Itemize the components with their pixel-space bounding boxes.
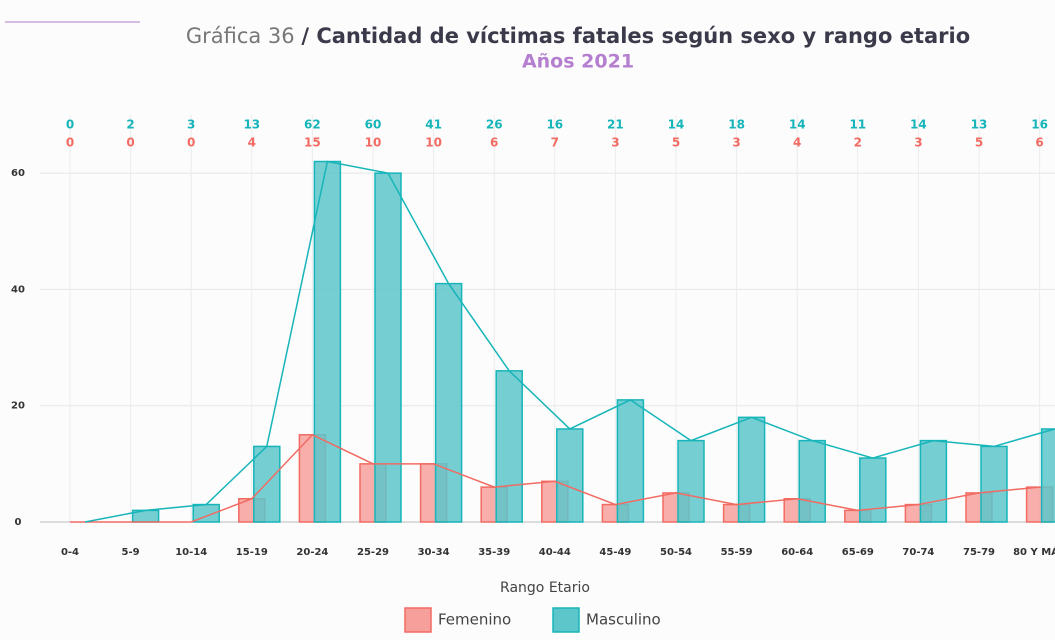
bar	[556, 428, 584, 523]
bar	[677, 439, 705, 523]
data-label: 60	[365, 118, 382, 132]
x-tick-label: 30-34	[418, 547, 450, 558]
data-label: 26	[486, 118, 503, 132]
bar	[1040, 428, 1055, 523]
x-tick-label: 65-69	[842, 547, 874, 558]
legend-swatch	[552, 607, 580, 633]
x-tick-label: 10-14	[175, 547, 207, 558]
bar	[859, 457, 887, 523]
data-label: 41	[425, 118, 442, 132]
data-label: 11	[849, 118, 866, 132]
chart-title: Gráfica 36 / Cantidad de víctimas fatale…	[186, 24, 970, 48]
data-label: 14	[668, 118, 685, 132]
data-label: 15	[304, 136, 321, 150]
x-tick-label: 70-74	[902, 547, 934, 558]
x-tick-label: 80 Y MÁS	[1013, 545, 1055, 558]
y-tick-label: 0	[15, 517, 22, 528]
chart-subtitle: Años 2021	[522, 51, 634, 73]
bar	[737, 416, 766, 523]
data-label: 6	[490, 136, 498, 150]
data-label: 3	[187, 118, 195, 132]
bar	[374, 172, 402, 523]
x-tick-label: 55-59	[721, 547, 753, 558]
series-line	[70, 433, 1040, 523]
x-tick-label: 20-24	[296, 547, 328, 558]
data-label: 21	[607, 118, 624, 132]
x-tick-label: 35-39	[478, 547, 510, 558]
x-tick-label: 15-19	[236, 547, 268, 558]
data-label: 5	[672, 136, 680, 150]
x-tick-label: 60-64	[781, 547, 813, 558]
bar	[919, 439, 948, 523]
data-label: 14	[910, 118, 927, 132]
y-tick-label: 60	[11, 168, 25, 179]
bar	[495, 370, 523, 523]
data-label: 16	[1031, 118, 1048, 132]
data-label: 62	[304, 118, 321, 132]
data-label: 0	[66, 118, 74, 132]
x-tick-label: 45-49	[599, 547, 631, 558]
x-tick-label: 40-44	[539, 547, 571, 558]
bar	[798, 439, 826, 523]
data-label: 3	[914, 136, 922, 150]
data-label: 10	[425, 136, 442, 150]
data-label: 3	[611, 136, 619, 150]
x-tick-label: 50-54	[660, 547, 692, 558]
data-label: 13	[243, 118, 260, 132]
data-label: 10	[365, 136, 382, 150]
data-label: 2	[854, 136, 862, 150]
data-label: 6	[1035, 136, 1043, 150]
data-label: 4	[248, 136, 256, 150]
legend-label: Femenino	[438, 611, 511, 629]
data-label: 2	[126, 118, 134, 132]
bar	[253, 445, 281, 523]
title-prefix: Gráfica 36	[186, 24, 295, 48]
x-tick-label: 25-29	[357, 547, 389, 558]
x-tick-label: 0-4	[61, 547, 79, 558]
legend-label: Masculino	[586, 611, 661, 629]
title-main: / Cantidad de víctimas fatales según sex…	[301, 24, 970, 48]
data-label: 0	[126, 136, 134, 150]
bar	[980, 445, 1008, 523]
data-label: 7	[551, 136, 559, 150]
data-label: 0	[66, 136, 74, 150]
data-label: 16	[546, 118, 563, 132]
bar	[434, 282, 463, 523]
y-tick-label: 20	[11, 401, 25, 412]
data-label: 0	[187, 136, 195, 150]
data-label: 4	[793, 136, 801, 150]
legend-swatch	[404, 607, 432, 633]
x-axis-title: Rango Etario	[500, 580, 590, 596]
data-label: 3	[732, 136, 740, 150]
data-label: 14	[789, 118, 806, 132]
bar	[313, 160, 342, 523]
data-label: 5	[975, 136, 983, 150]
data-label: 18	[728, 118, 745, 132]
x-tick-label: 5-9	[122, 547, 140, 558]
data-label: 13	[971, 118, 988, 132]
y-tick-label: 40	[11, 284, 25, 295]
x-tick-label: 75-79	[963, 547, 995, 558]
series-line	[84, 160, 1055, 523]
